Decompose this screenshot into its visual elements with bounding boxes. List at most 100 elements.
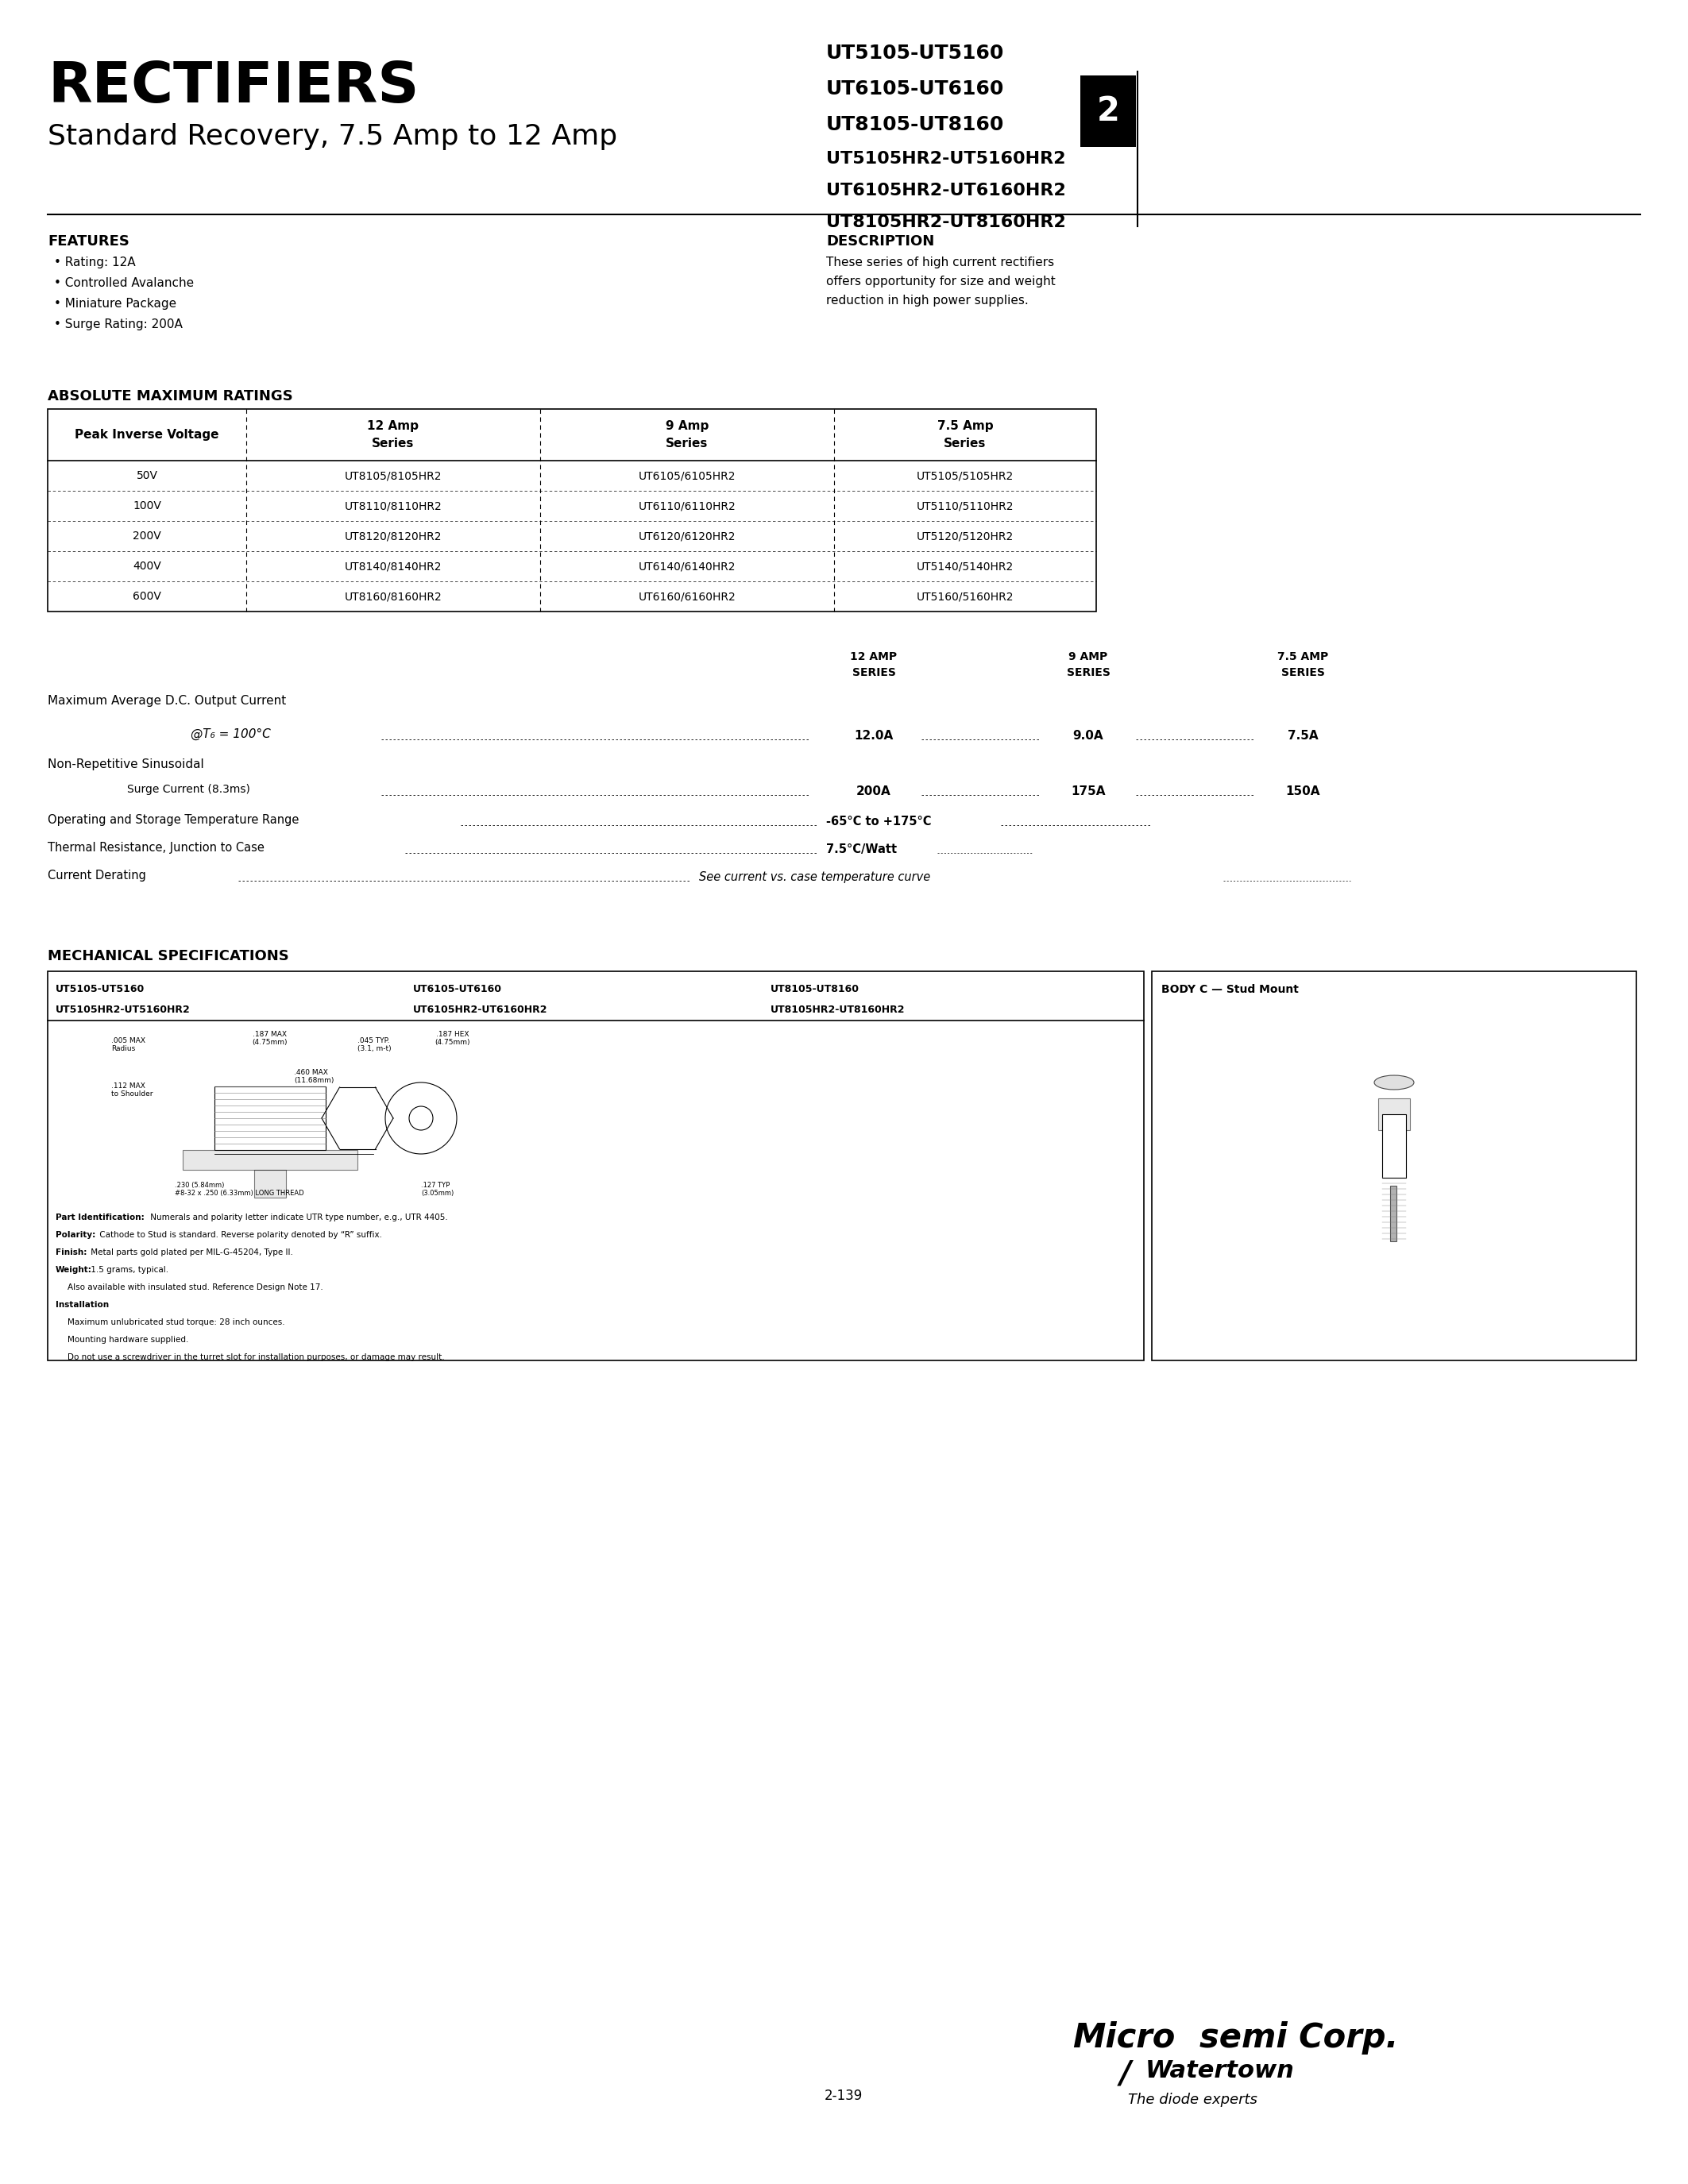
Text: Numerals and polarity letter indicate UTR type number, e.g., UTR 4405.: Numerals and polarity letter indicate UT…: [149, 1214, 447, 1221]
Text: Do not use a screwdriver in the turret slot for installation purposes, or damage: Do not use a screwdriver in the turret s…: [68, 1354, 444, 1361]
Text: UT8105-UT8160: UT8105-UT8160: [770, 985, 859, 994]
Bar: [255, 1171, 285, 1197]
Text: FEATURES: FEATURES: [47, 234, 130, 249]
Text: SERIES: SERIES: [1281, 666, 1325, 679]
Text: 7.5°C/Watt: 7.5°C/Watt: [825, 843, 896, 856]
Text: 9.0A: 9.0A: [1074, 729, 1104, 743]
Bar: [1151, 972, 1636, 1361]
Text: Polarity:: Polarity:: [56, 1232, 96, 1238]
Text: SERIES: SERIES: [852, 666, 896, 679]
Text: Current Derating: Current Derating: [47, 869, 147, 882]
Text: BODY C — Stud Mount: BODY C — Stud Mount: [1161, 985, 1298, 996]
Text: -65°C to +175°C: -65°C to +175°C: [825, 815, 932, 828]
Text: Non-Repetitive Sinusoidal: Non-Repetitive Sinusoidal: [47, 758, 204, 771]
Bar: [182, 1151, 358, 1171]
Text: UT6105-UT6160: UT6105-UT6160: [414, 985, 501, 994]
Bar: [1080, 76, 1136, 146]
Text: semi Corp.: semi Corp.: [1200, 2020, 1398, 2055]
Bar: [1382, 1114, 1406, 1177]
Text: UT8105HR2-UT8160HR2: UT8105HR2-UT8160HR2: [825, 214, 1065, 229]
Text: • Controlled Avalanche: • Controlled Avalanche: [54, 277, 194, 288]
Text: UT8110/8110HR2: UT8110/8110HR2: [344, 500, 442, 511]
Text: Finish:: Finish:: [56, 1249, 86, 1256]
Text: Micro: Micro: [1072, 2020, 1175, 2055]
Text: • Rating: 12A: • Rating: 12A: [54, 256, 135, 269]
Text: reduction in high power supplies.: reduction in high power supplies.: [825, 295, 1028, 306]
Text: .045 TYP.
(3.1, m-t): .045 TYP. (3.1, m-t): [358, 1037, 392, 1053]
Text: UT6110/6110HR2: UT6110/6110HR2: [638, 500, 736, 511]
Text: The diode experts: The diode experts: [1128, 2092, 1258, 2108]
Text: See current vs. case temperature curve: See current vs. case temperature curve: [699, 871, 930, 882]
Text: Maximum Average D.C. Output Current: Maximum Average D.C. Output Current: [47, 695, 287, 708]
Text: 12.0A: 12.0A: [854, 729, 893, 743]
Text: 2: 2: [1097, 94, 1119, 129]
Text: UT8105HR2-UT8160HR2: UT8105HR2-UT8160HR2: [770, 1005, 905, 1016]
Text: • Miniature Package: • Miniature Package: [54, 297, 177, 310]
Text: Surge Current (8.3ms): Surge Current (8.3ms): [127, 784, 250, 795]
Text: 100V: 100V: [133, 500, 162, 511]
Text: UT8160/8160HR2: UT8160/8160HR2: [344, 592, 442, 603]
Text: 200A: 200A: [856, 786, 891, 797]
Text: offers opportunity for size and weight: offers opportunity for size and weight: [825, 275, 1055, 288]
Text: 150A: 150A: [1286, 786, 1320, 797]
Bar: [1377, 1099, 1409, 1129]
Text: Series: Series: [665, 437, 709, 450]
Text: UT5160/5160HR2: UT5160/5160HR2: [917, 592, 1014, 603]
Text: .112 MAX
to Shoulder: .112 MAX to Shoulder: [111, 1083, 154, 1099]
Text: Weight:: Weight:: [56, 1267, 93, 1273]
Text: UT6105HR2-UT6160HR2: UT6105HR2-UT6160HR2: [414, 1005, 547, 1016]
Text: UT6120/6120HR2: UT6120/6120HR2: [638, 531, 736, 542]
Text: MECHANICAL SPECIFICATIONS: MECHANICAL SPECIFICATIONS: [47, 950, 289, 963]
Text: Metal parts gold plated per MIL-G-45204, Type II.: Metal parts gold plated per MIL-G-45204,…: [88, 1249, 292, 1256]
Text: 175A: 175A: [1070, 786, 1106, 797]
Text: 7.5 Amp: 7.5 Amp: [937, 419, 993, 432]
Bar: [214, 1085, 326, 1151]
Text: Mounting hardware supplied.: Mounting hardware supplied.: [68, 1337, 189, 1343]
Text: UT6105HR2-UT6160HR2: UT6105HR2-UT6160HR2: [825, 183, 1065, 199]
Text: 9 Amp: 9 Amp: [665, 419, 709, 432]
Text: These series of high current rectifiers: These series of high current rectifiers: [825, 256, 1055, 269]
Bar: [1391, 1186, 1396, 1241]
Text: 7.5 AMP: 7.5 AMP: [1278, 651, 1328, 662]
Text: UT6105-UT6160: UT6105-UT6160: [825, 79, 1004, 98]
Text: Thermal Resistance, Junction to Case: Thermal Resistance, Junction to Case: [47, 841, 265, 854]
Text: Operating and Storage Temperature Range: Operating and Storage Temperature Range: [47, 815, 299, 826]
Text: .187 HEX
(4.75mm): .187 HEX (4.75mm): [436, 1031, 471, 1046]
Text: UT5105-UT5160: UT5105-UT5160: [825, 44, 1004, 63]
Text: .127 TYP
(3.05mm): .127 TYP (3.05mm): [420, 1182, 454, 1197]
Text: Watertown: Watertown: [1146, 2060, 1295, 2081]
Text: 200V: 200V: [133, 531, 160, 542]
Text: UT8120/8120HR2: UT8120/8120HR2: [344, 531, 442, 542]
Text: .005 MAX
Radius: .005 MAX Radius: [111, 1037, 145, 1053]
Text: Also available with insulated stud. Reference Design Note 17.: Also available with insulated stud. Refe…: [68, 1284, 322, 1291]
Text: Series: Series: [944, 437, 986, 450]
Text: .460 MAX
(11.68mm): .460 MAX (11.68mm): [294, 1068, 334, 1085]
Text: 9 AMP: 9 AMP: [1069, 651, 1107, 662]
Circle shape: [385, 1083, 457, 1153]
Text: 1.5 grams, typical.: 1.5 grams, typical.: [88, 1267, 169, 1273]
Text: UT5105HR2-UT5160HR2: UT5105HR2-UT5160HR2: [56, 1005, 191, 1016]
Text: UT5105/5105HR2: UT5105/5105HR2: [917, 470, 1014, 480]
Text: DESCRIPTION: DESCRIPTION: [825, 234, 935, 249]
Bar: [47, 972, 1144, 1361]
Text: ABSOLUTE MAXIMUM RATINGS: ABSOLUTE MAXIMUM RATINGS: [47, 389, 294, 404]
Text: UT6140/6140HR2: UT6140/6140HR2: [638, 561, 736, 572]
Text: Cathode to Stud is standard. Reverse polarity denoted by “R” suffix.: Cathode to Stud is standard. Reverse pol…: [98, 1232, 381, 1238]
Text: UT5140/5140HR2: UT5140/5140HR2: [917, 561, 1014, 572]
Text: @T₆ = 100°C: @T₆ = 100°C: [191, 727, 270, 740]
Text: UT5105HR2-UT5160HR2: UT5105HR2-UT5160HR2: [825, 151, 1065, 166]
Text: Maximum unlubricated stud torque: 28 inch ounces.: Maximum unlubricated stud torque: 28 inc…: [68, 1319, 285, 1326]
Text: UT5120/5120HR2: UT5120/5120HR2: [917, 531, 1014, 542]
Text: Part Identification:: Part Identification:: [56, 1214, 145, 1221]
Text: UT5105-UT5160: UT5105-UT5160: [56, 985, 145, 994]
Text: 12 AMP: 12 AMP: [851, 651, 898, 662]
Text: UT5110/5110HR2: UT5110/5110HR2: [917, 500, 1014, 511]
Text: Installation: Installation: [56, 1302, 110, 1308]
Text: .230 (5.84mm)
#8-32 x .250 (6.33mm) LONG THREAD: .230 (5.84mm) #8-32 x .250 (6.33mm) LONG…: [176, 1182, 304, 1197]
Text: SERIES: SERIES: [1067, 666, 1111, 679]
Text: UT8105/8105HR2: UT8105/8105HR2: [344, 470, 442, 480]
Text: 2-139: 2-139: [824, 2088, 863, 2103]
Text: UT8105-UT8160: UT8105-UT8160: [825, 116, 1004, 133]
Text: 600V: 600V: [133, 592, 162, 603]
Text: 50V: 50V: [137, 470, 157, 480]
